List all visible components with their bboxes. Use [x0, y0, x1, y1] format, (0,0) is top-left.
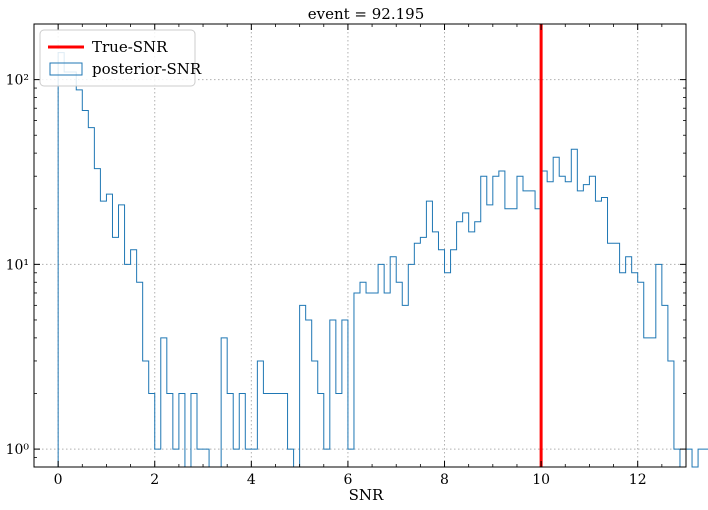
legend: True-SNR posterior-SNR	[39, 29, 202, 87]
posterior-snr-histogram	[57, 52, 708, 468]
legend-posterior-snr-swatch	[49, 62, 83, 76]
x-tick-label: 8	[440, 472, 449, 488]
histogram-outline	[57, 52, 708, 468]
legend-true-snr-label: True-SNR	[92, 38, 168, 56]
x-tick-label: 10	[532, 472, 550, 488]
x-tick-label: 0	[54, 472, 63, 488]
plot-frame	[33, 23, 687, 468]
x-tick-label: 6	[343, 472, 352, 488]
y-tick-label: 10⁰	[6, 442, 30, 458]
x-axis-label: SNR	[349, 486, 384, 504]
y-tick-label: 10²	[6, 73, 29, 89]
legend-box	[39, 29, 196, 87]
y-tick-label: 10¹	[6, 257, 29, 273]
x-tick-label: 2	[150, 472, 159, 488]
chart-title: event = 92.195	[308, 5, 425, 23]
axis-ticks: 0 2 4 6 8 10 12 10⁰ 10¹ 10²	[6, 23, 687, 488]
x-tick-label: 12	[629, 472, 647, 488]
x-tick-label: 4	[247, 472, 256, 488]
legend-posterior-snr-label: posterior-SNR	[92, 60, 202, 78]
